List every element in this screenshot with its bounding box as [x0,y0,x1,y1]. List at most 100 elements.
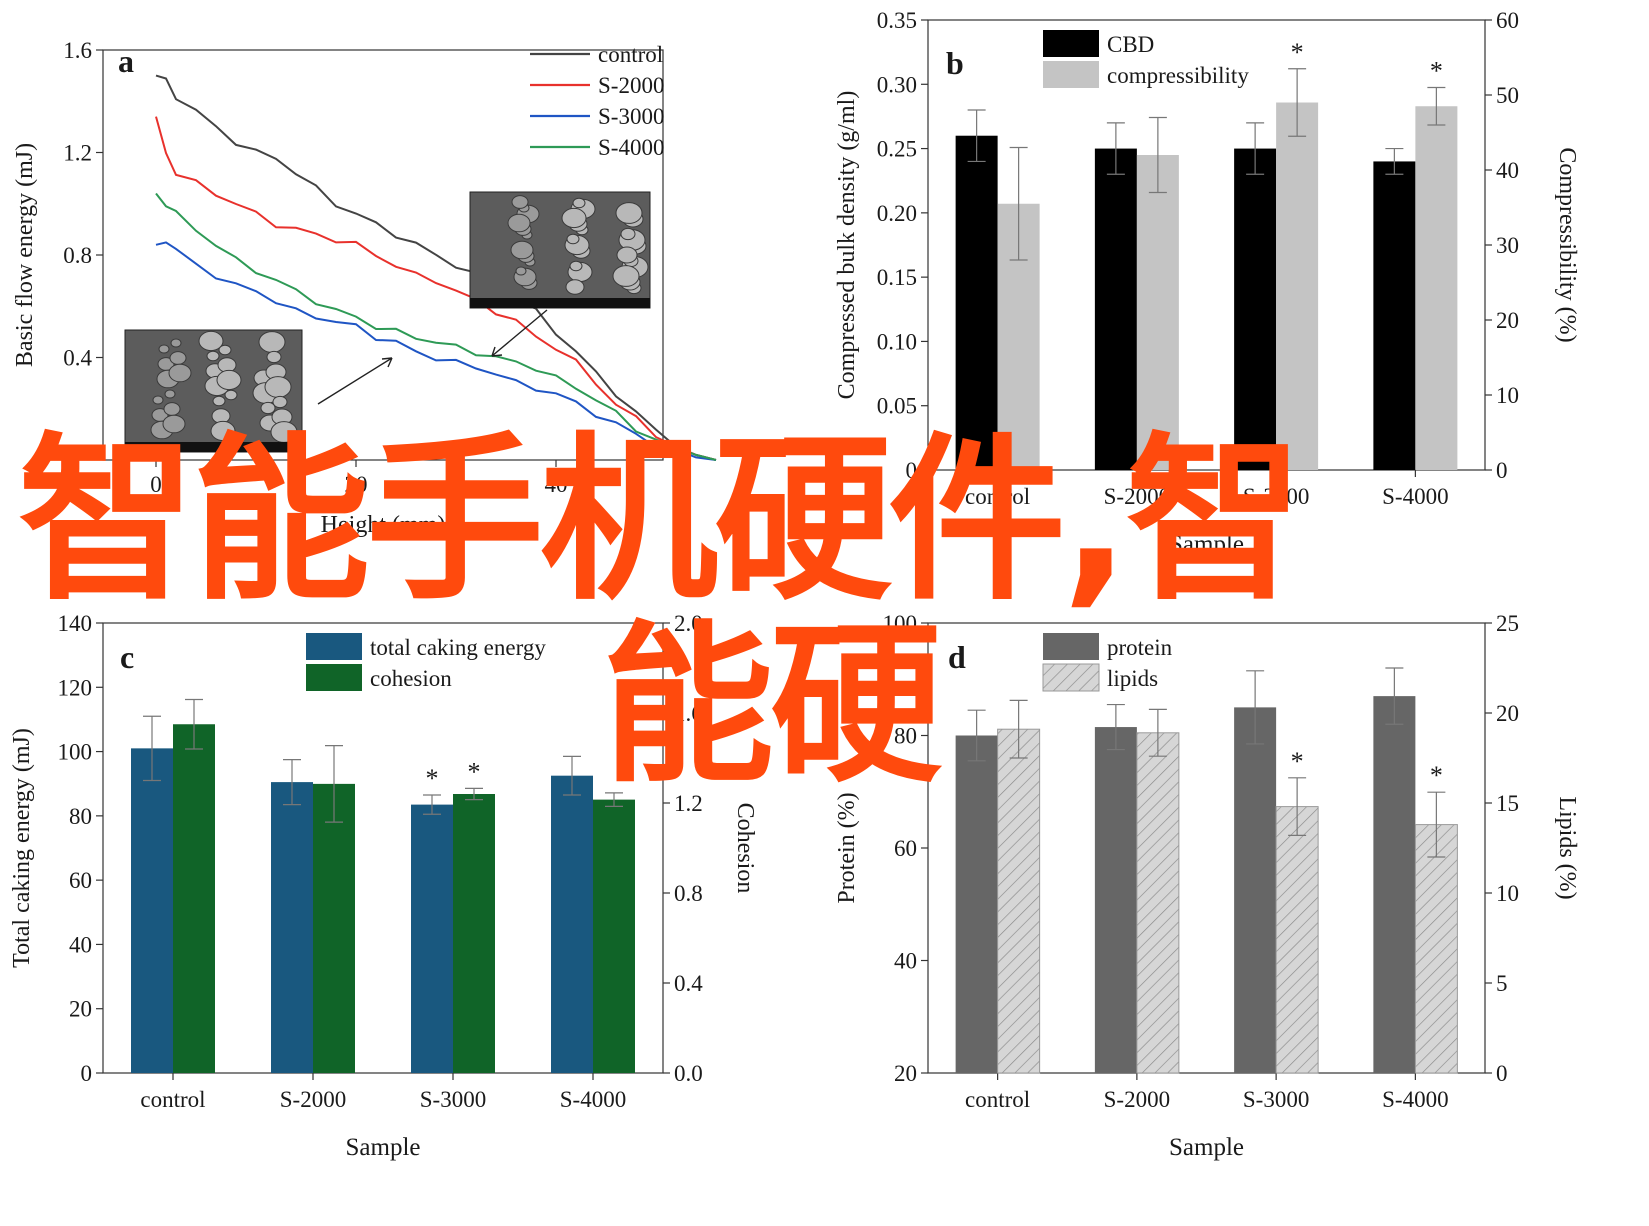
sem-particle [158,344,170,354]
bar-compressibility [1276,102,1319,470]
bar-cbd [955,135,998,470]
sem-particle [565,279,585,295]
panel-b-chart: b 0 0.05 0.10 0.15 0.20 0.25 0.30 0.35 0 10 20 30 40 5… [834,8,1580,558]
sem-particle [216,369,242,391]
y-axis-title: Total caking energy (mJ) [9,728,35,968]
sem-image-inset-right [469,191,651,309]
y-axis-tick-label: 60 [894,836,917,861]
panel-a-chart: a 0.4 0.8 1.2 1.6 0 20 40 Height (mm) Basic flow … [12,38,717,538]
y2-axis-tick-label: 60 [1496,8,1519,33]
y-axis-tick-label: 0.4 [63,346,92,371]
series-line-s-2000 [155,116,717,461]
inset-arrow-right [491,309,548,357]
y2-axis-tick-label: 0.4 [674,971,703,996]
x-axis-tick-label: 20 [345,472,368,497]
y-axis-tick-label: 0.30 [877,72,917,97]
sem-particle [258,331,286,353]
y-axis-tick-label: 80 [69,804,92,829]
sem-particle [620,227,636,241]
sem-particle [510,240,534,260]
sem-particle [163,402,181,416]
x-axis-tick-label: 0 [150,472,162,497]
y-axis-title: Basic flow energy (mJ) [12,143,38,367]
legend-swatch [306,633,362,660]
panel-c-chart: c 0 20 40 60 80 100 120 140 0.0 0.4 0.8 1.2 1.6 2.0 Tot… [9,611,758,1161]
sem-particle [168,363,192,383]
sem-particle [566,233,580,245]
y2-axis-title: Cohesion [732,803,758,894]
y2-axis-tick-label: 0 [1496,1061,1508,1086]
legend-swatch [1043,30,1099,57]
bar-lipids [997,728,1041,1074]
y2-axis-tick-label: 0 [1496,458,1508,483]
bar-protein [1234,707,1277,1073]
x-axis-tick-label: control [965,1087,1030,1112]
y-axis-tick-label: 1.6 [63,38,92,63]
sem-particle [561,207,587,229]
legend-label: S-4000 [598,135,664,160]
legend-label: CBD [1107,32,1154,57]
bar-cohesion [453,794,495,1073]
y2-axis-tick-label: 5 [1496,971,1508,996]
bar-cbd [1094,148,1137,471]
y2-axis-tick-label: 15 [1496,791,1519,816]
y2-axis-tick-label: 30 [1496,233,1519,258]
legend-label: compressibility [1107,63,1249,88]
significance-marker: * [1291,38,1304,67]
sem-particle [515,266,527,276]
y-axis-tick-label: 100 [58,740,93,765]
y2-axis-tick-label: 25 [1496,611,1519,636]
significance-marker: * [1430,761,1443,790]
bar-protein [1373,696,1416,1073]
bar-cohesion [313,783,355,1073]
sem-particle [218,344,232,356]
x-axis-tick-label: S-4000 [560,1087,626,1112]
sem-particle [569,260,583,272]
y-axis-tick-label: 80 [894,724,917,749]
y-axis-tick-label: 0 [906,458,918,483]
x-axis-tick-label: S-2000 [1104,484,1170,509]
y2-axis-tick-label: 20 [1496,308,1519,333]
bar-compressibility [1136,155,1179,470]
significance-marker: * [1430,57,1443,86]
x-axis-tick-label: S-3000 [1243,1087,1309,1112]
y-axis-tick-label: 1.2 [63,141,92,166]
x-axis-tick-label: control [140,1087,205,1112]
sem-particle [169,351,187,365]
y-axis-tick-label: 100 [883,611,918,636]
bar-total-caking-energy [131,748,173,1073]
significance-marker: * [468,757,481,786]
legend-label: lipids [1107,666,1158,691]
sem-particle [507,213,531,233]
legend-swatch [1043,61,1099,88]
legend-swatch [1042,663,1100,692]
y2-axis-tick-label: 50 [1496,83,1519,108]
x-axis-tick-label: S-4000 [1382,1087,1448,1112]
sem-particle [615,202,643,224]
sem-particle [264,376,292,398]
bar-protein [955,735,998,1073]
x-axis-tick-label: S-3000 [1243,484,1309,509]
y-axis-title: Compressed bulk density (g/ml) [834,91,860,400]
y-axis-tick-label: 120 [58,675,93,700]
panel-d-chart: d 20 40 60 80 100 0 5 10 15 20 25 Protein (%) Lipids … [834,611,1580,1161]
y2-axis-tick-label: 0.8 [674,881,703,906]
x-axis-tick-label: 40 [545,472,568,497]
x-axis-tick-label: S-4000 [1382,484,1448,509]
y2-axis-tick-label: 10 [1496,881,1519,906]
sem-particle [266,350,282,364]
panel-letter-b: b [946,45,964,81]
legend-label: cohesion [370,666,452,691]
sem-particle [152,395,164,405]
y2-axis-title: Compressibility (%) [1554,147,1580,342]
y2-axis-tick-label: 1.2 [674,791,703,816]
y-axis-tick-label: 0.05 [877,394,917,419]
y-axis-tick-label: 0.10 [877,329,917,354]
legend-label: protein [1107,635,1173,660]
y-axis-tick-label: 0.15 [877,265,917,290]
legend-label: total caking energy [370,635,546,660]
panel-letter-a: a [118,43,134,79]
y-axis-tick-label: 40 [69,932,92,957]
sem-particle [210,420,236,442]
significance-marker: * [1291,747,1304,776]
